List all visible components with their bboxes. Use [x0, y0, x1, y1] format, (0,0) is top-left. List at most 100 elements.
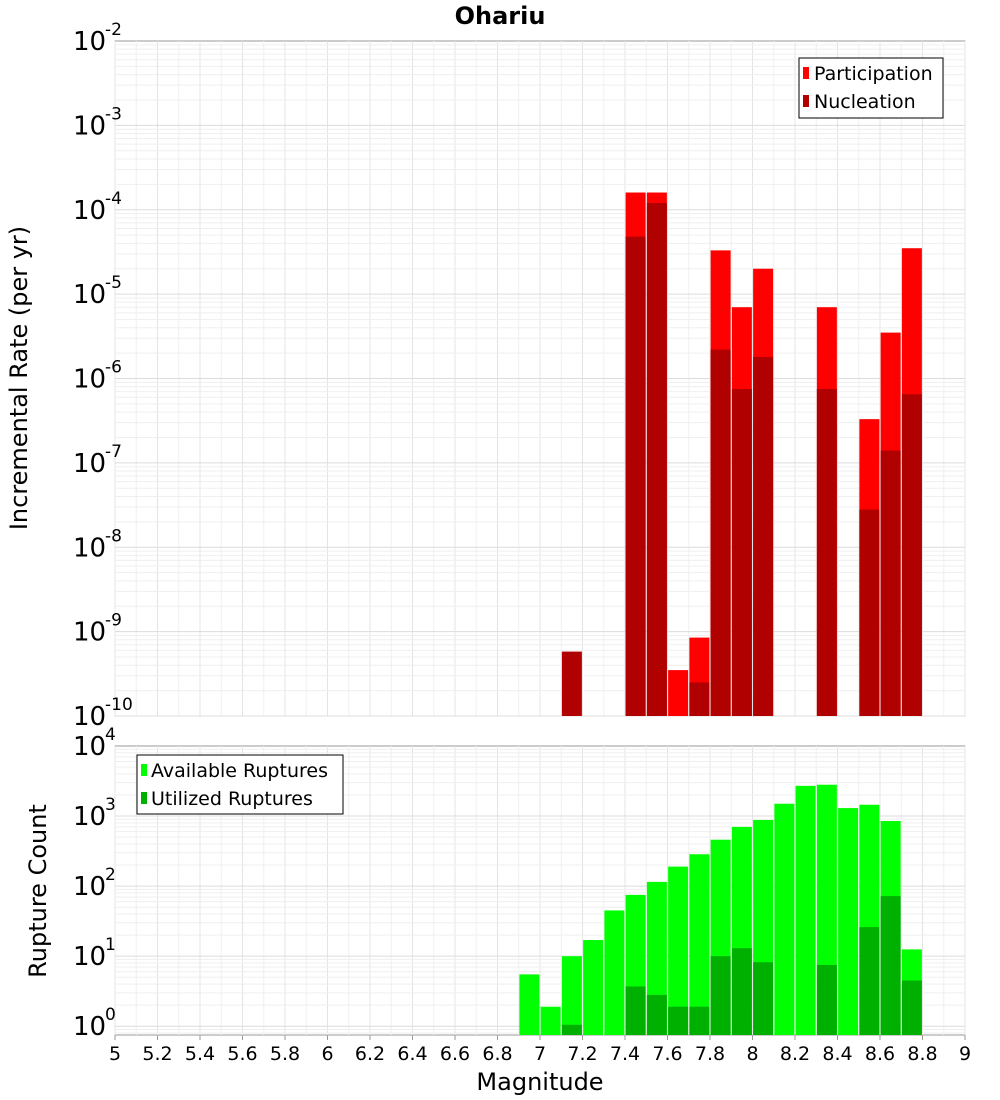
rate-bar-nucleation	[689, 682, 710, 716]
rate-bar-nucleation	[859, 509, 880, 716]
x-tick-label: 8.4	[822, 1043, 852, 1065]
x-tick-label: 5.6	[227, 1043, 257, 1065]
count-bar-available-ruptures	[838, 808, 859, 1035]
count-y-tick-label: 10	[73, 872, 106, 902]
rate-legend: Participation Nucleation	[798, 57, 944, 119]
x-tick-label: 7	[534, 1043, 546, 1065]
x-tick-label: 8.6	[865, 1043, 895, 1065]
x-tick-label: 6	[321, 1043, 333, 1065]
rate-y-tick-exponent: -6	[105, 358, 122, 378]
count-bar-utilized-ruptures	[561, 1024, 582, 1035]
count-bar-utilized-ruptures	[646, 994, 667, 1035]
rate-y-tick-exponent: -2	[105, 20, 122, 40]
count-y-tick-label: 10	[73, 732, 106, 762]
x-tick-label: 7.8	[695, 1043, 725, 1065]
x-tick-label: 5	[109, 1043, 121, 1065]
x-tick-label: 5.8	[270, 1043, 300, 1065]
count-bar-utilized-ruptures	[901, 980, 922, 1035]
rate-panel: 10-210-310-410-510-610-710-810-910-10 In…	[5, 20, 966, 732]
rate-y-tick-label: 10	[73, 618, 106, 648]
x-axis-label: Magnitude	[476, 1068, 603, 1096]
legend-label-utilized: Utilized Ruptures	[151, 788, 313, 810]
legend-swatch-utilized	[141, 792, 147, 804]
x-tick-label: 9	[959, 1043, 971, 1065]
x-tick-label: 8.8	[907, 1043, 937, 1065]
count-bar-available-ruptures	[689, 854, 710, 1035]
rate-y-tick-exponent: -8	[105, 526, 122, 546]
count-bar-available-ruptures	[668, 866, 689, 1035]
x-tick-label: 6.8	[482, 1043, 512, 1065]
rate-y-tick-exponent: -9	[105, 611, 122, 631]
count-y-tick-label: 10	[73, 802, 106, 832]
rate-y-tick-exponent: -10	[105, 695, 133, 715]
legend-label-nucleation: Nucleation	[814, 91, 916, 113]
rate-bar-nucleation	[561, 651, 582, 716]
count-y-axis-label: Rupture Count	[24, 804, 52, 978]
legend-swatch-available	[141, 764, 147, 776]
count-bar-utilized-ruptures	[880, 896, 901, 1035]
count-y-tick-exponent: 2	[105, 865, 116, 885]
rate-bar-nucleation	[816, 389, 837, 716]
rate-y-tick-exponent: -5	[105, 273, 122, 293]
chart-title: Ohariu	[455, 2, 546, 30]
magnitude-x-ticks: 5 5.2 5.4 5.6 5.8 6 6.2 6.4 6.6 6.8 7 7.2 7.4 7.6 7.8 8…	[109, 1035, 971, 1065]
count-bar-available-ruptures	[583, 940, 604, 1035]
x-tick-label: 8	[746, 1043, 758, 1065]
count-bar-utilized-ruptures	[731, 948, 752, 1035]
count-bar-utilized-ruptures	[816, 964, 837, 1035]
count-bar-available-ruptures	[519, 974, 540, 1035]
rate-y-tick-label: 10	[73, 702, 106, 732]
legend-label-available: Available Ruptures	[151, 760, 328, 782]
count-bar-utilized-ruptures	[689, 1006, 710, 1035]
count-bar-available-ruptures	[795, 785, 816, 1035]
rate-grid	[114, 41, 966, 717]
count-y-tick-exponent: 0	[105, 1005, 116, 1025]
rate-y-ticks: 10-210-310-410-510-610-710-810-910-10	[73, 20, 133, 732]
count-bar-utilized-ruptures	[753, 962, 774, 1035]
rate-y-axis-label: Incremental Rate (per yr)	[5, 226, 33, 530]
rate-y-tick-label: 10	[73, 449, 106, 479]
count-bars	[519, 784, 922, 1035]
count-bar-utilized-ruptures	[668, 1006, 689, 1035]
rate-y-tick-label: 10	[73, 280, 106, 310]
count-bar-available-ruptures	[540, 1006, 561, 1035]
x-tick-label: 7.6	[652, 1043, 682, 1065]
rate-bar-nucleation	[753, 356, 774, 716]
x-tick-label: 7.4	[610, 1043, 640, 1065]
count-y-tick-exponent: 3	[105, 795, 116, 815]
legend-swatch-participation	[803, 67, 809, 79]
legend-swatch-nucleation	[803, 95, 809, 107]
count-y-tick-label: 10	[73, 1012, 106, 1042]
rate-y-tick-label: 10	[73, 27, 106, 57]
x-tick-label: 8.2	[780, 1043, 810, 1065]
rate-bar-nucleation	[731, 389, 752, 716]
x-tick-label: 7.2	[567, 1043, 597, 1065]
x-tick-label: 5.2	[142, 1043, 172, 1065]
x-tick-label: 6.6	[440, 1043, 470, 1065]
rate-bar-nucleation	[710, 349, 731, 716]
count-y-tick-exponent: 4	[105, 725, 116, 745]
x-tick-label: 6.4	[397, 1043, 427, 1065]
count-y-tick-label: 10	[73, 942, 106, 972]
x-tick-label: 5.4	[185, 1043, 215, 1065]
rate-bar-participation	[668, 670, 689, 716]
rate-y-tick-label: 10	[73, 533, 106, 563]
rate-bar-nucleation	[646, 203, 667, 716]
legend-label-participation: Participation	[814, 63, 933, 85]
count-bar-utilized-ruptures	[625, 986, 646, 1035]
count-y-tick-exponent: 1	[105, 935, 116, 955]
rate-y-tick-label: 10	[73, 196, 106, 226]
count-bar-utilized-ruptures	[710, 956, 731, 1035]
count-bar-available-ruptures	[604, 910, 625, 1035]
count-bar-available-ruptures	[561, 956, 582, 1035]
rate-y-tick-label: 10	[73, 111, 106, 141]
rate-bar-nucleation	[880, 450, 901, 716]
count-bar-available-ruptures	[774, 803, 795, 1035]
rate-y-tick-exponent: -4	[105, 189, 122, 209]
rate-bars	[561, 192, 922, 717]
rate-y-tick-exponent: -7	[105, 442, 122, 462]
rate-y-tick-exponent: -3	[105, 104, 122, 124]
count-legend: Available Ruptures Utilized Ruptures	[136, 754, 344, 815]
